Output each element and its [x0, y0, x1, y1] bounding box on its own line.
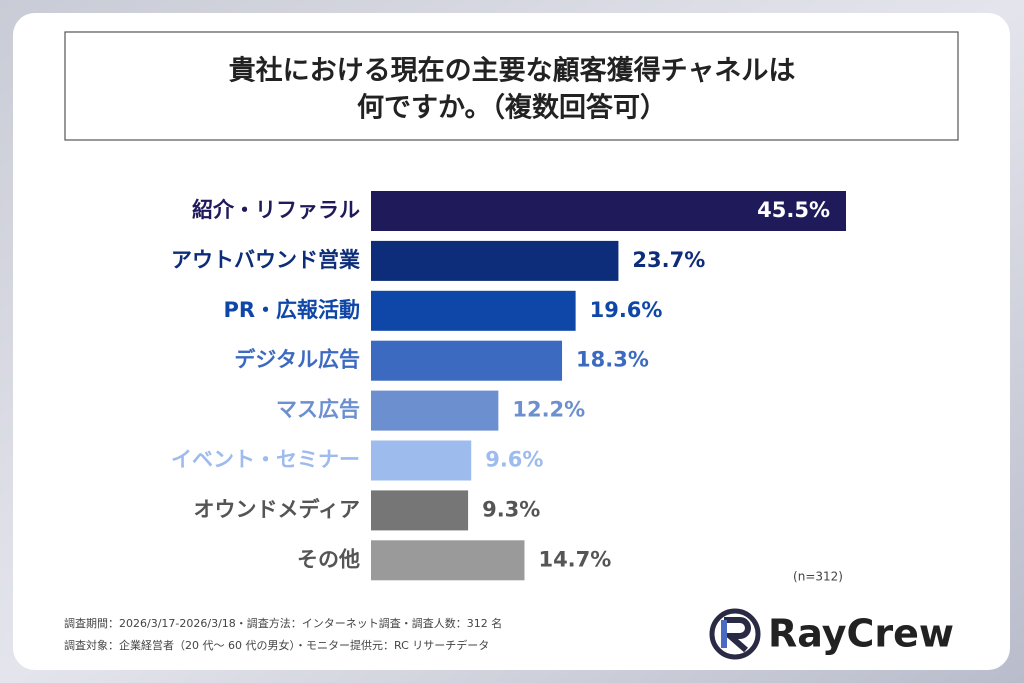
category-label: マス広告: [276, 398, 360, 422]
brand: RayCrew: [768, 612, 954, 656]
footnote: 調査期間：2026/3/17-2026/3/18・調査方法：インターネット調査・…: [64, 616, 502, 630]
title: 何ですか。（複数回答可）: [357, 92, 667, 124]
bar: [371, 340, 563, 381]
value-label: 9.3%: [482, 497, 540, 521]
sample-note: (n=312): [793, 570, 843, 584]
category-label: イベント・セミナー: [171, 448, 360, 472]
category-label: PR・広報活動: [223, 298, 360, 322]
bar: [371, 490, 469, 531]
title: 貴社における現在の主要な顧客獲得チャネルは: [229, 55, 796, 87]
footnote: 調査対象：企業経営者（20 代〜 60 代の男女）・モニター提供元：RC リサー…: [64, 638, 489, 652]
value-label: 23.7%: [632, 248, 705, 272]
bar: [371, 440, 472, 481]
category-label: アウトバウンド営業: [171, 248, 361, 272]
bar: [371, 290, 576, 331]
value-label: 18.3%: [576, 348, 649, 372]
category-label: その他: [297, 547, 360, 571]
value-label: 12.2%: [512, 398, 585, 422]
bar: [371, 240, 619, 281]
category-label: 紹介・リファラル: [192, 198, 360, 222]
logo-icon: [709, 608, 761, 660]
value-label: 9.6%: [485, 448, 543, 472]
value-label: 19.6%: [590, 298, 663, 322]
bar: [371, 390, 499, 431]
category-label: デジタル広告: [234, 348, 360, 372]
category-label: オウンドメディア: [193, 497, 360, 521]
value-label: 14.7%: [538, 547, 611, 571]
value-label: 45.5%: [757, 198, 830, 222]
bar: [371, 191, 846, 231]
bar: [371, 540, 525, 581]
title-box: [64, 31, 959, 141]
